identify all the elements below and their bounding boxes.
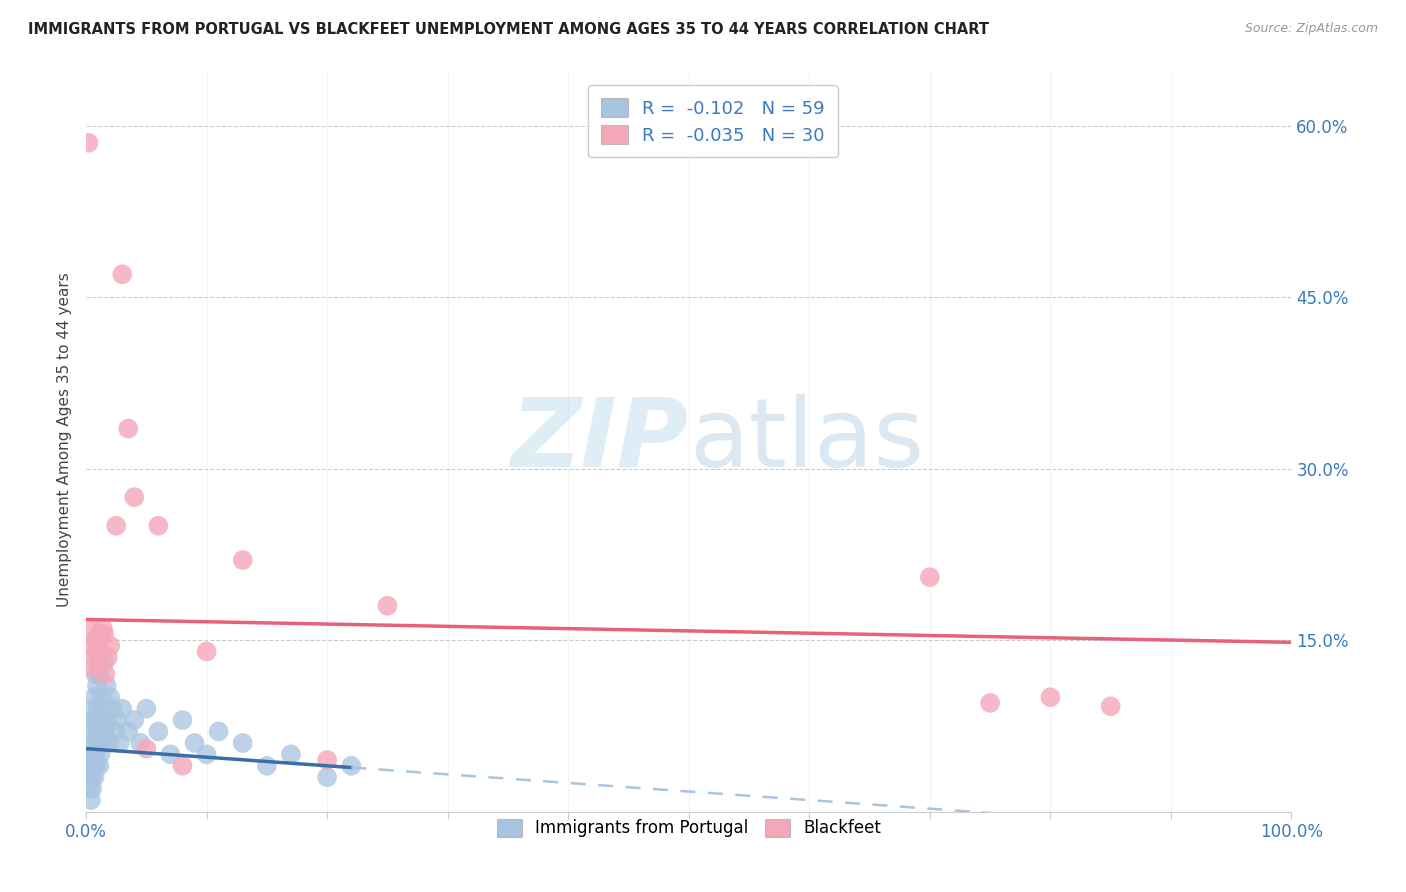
Point [148,724,170,739]
Text: ZIP: ZIP [510,393,689,486]
Point [1039,690,1062,705]
Point [83,770,105,784]
Point [77,770,100,784]
Point [87,736,110,750]
Point [232,736,254,750]
Point [86,644,108,658]
Point [340,759,363,773]
Point [90,747,112,762]
Point [108,736,131,750]
Point [79,781,101,796]
Point [82,622,104,636]
Point [232,553,254,567]
Point [86,724,108,739]
Point [96,679,118,693]
Point [93,701,115,715]
Point [86,679,108,693]
Point [316,770,339,784]
Point [89,627,111,641]
Point [84,713,107,727]
Point [82,781,104,796]
Point [124,490,146,504]
Legend: Immigrants from Portugal, Blackfeet: Immigrants from Portugal, Blackfeet [489,812,887,844]
Point [979,696,1001,710]
Point [159,747,181,762]
Point [98,736,121,750]
Point [256,759,278,773]
Text: Source: ZipAtlas.com: Source: ZipAtlas.com [1244,22,1378,36]
Point [172,759,194,773]
Point [105,518,128,533]
Point [90,644,112,658]
Y-axis label: Unemployment Among Ages 35 to 44 years: Unemployment Among Ages 35 to 44 years [58,273,72,607]
Point [183,736,205,750]
Point [107,713,129,727]
Point [80,793,103,807]
Point [80,736,103,750]
Point [97,650,120,665]
Point [87,644,110,658]
Point [195,747,218,762]
Point [124,713,146,727]
Point [91,736,114,750]
Point [101,701,124,715]
Point [195,644,218,658]
Point [87,701,110,715]
Point [83,736,105,750]
Point [91,622,114,636]
Point [82,713,104,727]
Point [104,724,127,739]
Text: atlas: atlas [689,393,924,486]
Point [79,747,101,762]
Point [83,690,105,705]
Point [98,690,121,705]
Point [129,736,152,750]
Point [80,759,103,773]
Point [82,747,104,762]
Point [84,747,107,762]
Point [111,267,134,281]
Point [111,701,134,715]
Point [84,759,107,773]
Point [90,690,112,705]
Point [97,713,120,727]
Point [94,724,117,739]
Point [82,770,104,784]
Point [77,136,100,150]
Text: IMMIGRANTS FROM PORTUGAL VS BLACKFEET UNEMPLOYMENT AMONG AGES 35 TO 44 YEARS COR: IMMIGRANTS FROM PORTUGAL VS BLACKFEET UN… [28,22,988,37]
Point [87,656,110,670]
Point [84,667,107,681]
Point [89,759,111,773]
Point [82,701,104,715]
Point [90,713,112,727]
Point [82,759,104,773]
Point [93,627,115,641]
Point [377,599,399,613]
Point [90,724,112,739]
Point [82,724,104,739]
Point [83,650,105,665]
Point [82,662,104,676]
Point [84,633,107,648]
Point [172,713,194,727]
Point [280,747,302,762]
Point [208,724,231,739]
Point [80,639,103,653]
Point [135,741,157,756]
Point [316,753,339,767]
Point [918,570,941,584]
Point [148,518,170,533]
Point [98,639,121,653]
Point [1099,699,1122,714]
Point [117,724,139,739]
Point [93,656,115,670]
Point [89,667,111,681]
Point [117,421,139,435]
Point [94,667,117,681]
Point [135,701,157,715]
